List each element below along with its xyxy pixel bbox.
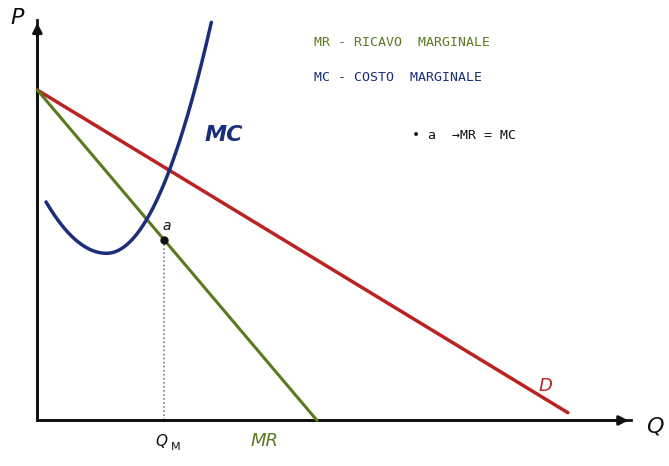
Text: MC - COSTO  MARGINALE: MC - COSTO MARGINALE <box>314 71 482 83</box>
Text: • a  →MR = MC: • a →MR = MC <box>412 129 516 142</box>
Text: D: D <box>539 377 553 395</box>
Text: M: M <box>171 442 181 452</box>
Text: MR: MR <box>250 432 278 450</box>
Text: Q: Q <box>155 434 167 449</box>
Text: Q: Q <box>646 416 663 436</box>
Text: MR - RICAVO  MARGINALE: MR - RICAVO MARGINALE <box>314 35 490 48</box>
Text: a: a <box>163 219 171 233</box>
Text: P: P <box>11 8 24 28</box>
Text: MC: MC <box>205 124 243 144</box>
